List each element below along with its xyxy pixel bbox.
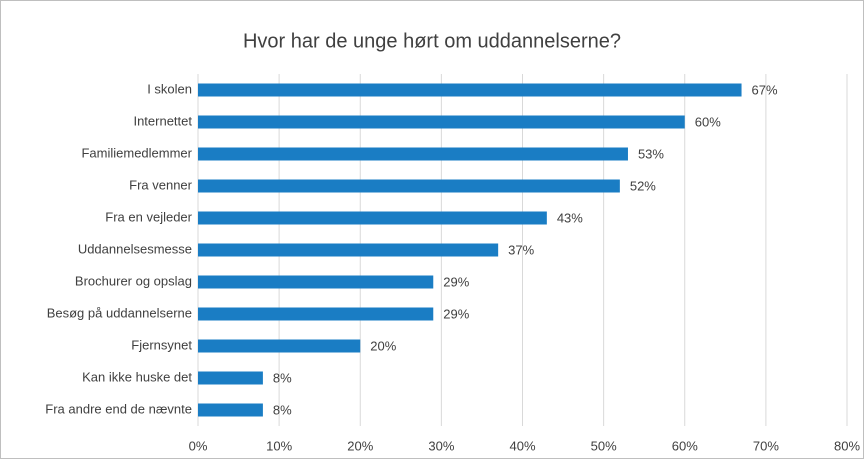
x-tick-label: 30% [428, 438, 454, 453]
y-tick-label: Besøg på uddannelserne [47, 305, 192, 320]
y-tick-label: Fra en vejleder [105, 209, 192, 224]
data-label: 43% [557, 210, 583, 225]
data-label: 29% [443, 306, 469, 321]
x-tick-label: 10% [266, 438, 292, 453]
bar [198, 83, 742, 97]
bar [198, 211, 547, 225]
x-tick-label: 40% [509, 438, 535, 453]
bar [198, 339, 361, 353]
x-tick-label: 80% [834, 438, 860, 453]
bar [198, 307, 434, 321]
data-label: 8% [273, 370, 292, 385]
chart-title: Hvor har de unge hørt om uddannelserne? [243, 30, 621, 52]
data-label: 67% [752, 82, 778, 97]
bar [198, 179, 620, 193]
y-tick-label: Fra andre end de nævnte [45, 401, 192, 416]
bar [198, 243, 499, 257]
x-tick-label: 50% [591, 438, 617, 453]
bar [198, 371, 263, 385]
data-label: 8% [273, 402, 292, 417]
data-label: 53% [638, 146, 664, 161]
data-label: 29% [443, 274, 469, 289]
x-tick-label: 0% [189, 438, 208, 453]
x-tick-label: 20% [347, 438, 373, 453]
y-tick-label: I skolen [147, 81, 192, 96]
bar [198, 115, 685, 129]
y-tick-label: Brochurer og opslag [75, 273, 192, 288]
x-tick-label: 60% [672, 438, 698, 453]
y-tick-label: Kan ikke huske det [82, 369, 192, 384]
y-tick-label: Fra venner [129, 177, 193, 192]
x-tick-label: 70% [753, 438, 779, 453]
data-label: 52% [630, 178, 656, 193]
data-label: 60% [695, 114, 721, 129]
data-label: 20% [370, 338, 396, 353]
y-tick-label: Fjernsynet [131, 337, 192, 352]
y-tick-label: Uddannelsesmesse [78, 241, 192, 256]
bar [198, 275, 434, 289]
y-tick-label: Internettet [133, 113, 192, 128]
y-tick-label: Familiemedlemmer [81, 145, 192, 160]
bar [198, 147, 628, 161]
data-label: 37% [508, 242, 534, 257]
bar [198, 403, 263, 417]
